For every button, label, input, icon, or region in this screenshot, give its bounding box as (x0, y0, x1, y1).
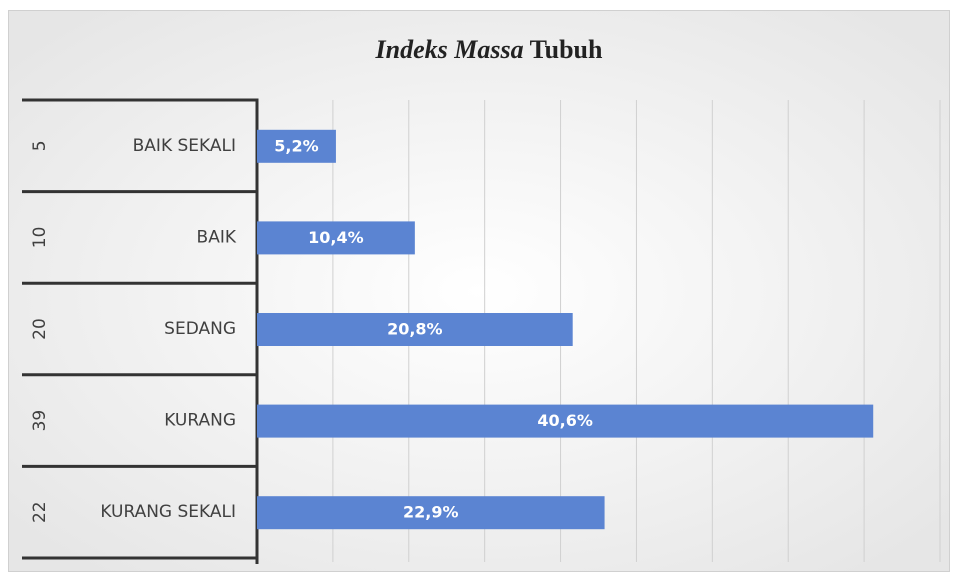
y-tick-label: SEDANG (164, 319, 236, 339)
group-label: 20 (30, 318, 50, 340)
chart-title: Indeks Massa Tubuh (375, 35, 603, 64)
title-rest: Tubuh (530, 35, 603, 64)
bar (257, 404, 874, 438)
y-tick-label: KURANG (164, 411, 236, 431)
y-tick-label: BAIK SEKALI (133, 136, 236, 156)
data-label: 40,6% (537, 411, 593, 430)
data-label: 22,9% (403, 503, 459, 522)
bar (257, 313, 573, 346)
data-label: 20,8% (387, 320, 443, 339)
group-label: 22 (30, 501, 50, 523)
title-italic: Indeks Massa (375, 35, 524, 64)
y-tick-label: BAIK (197, 227, 237, 247)
chart-area (8, 10, 950, 572)
group-label: 5 (30, 140, 50, 151)
data-label: 10,4% (308, 228, 364, 247)
group-label: 39 (30, 410, 50, 432)
data-label: 5,2% (274, 136, 318, 155)
y-tick-label: KURANG SEKALI (100, 502, 236, 522)
group-label: 10 (30, 227, 50, 249)
bar (257, 129, 336, 163)
bar (257, 496, 605, 530)
bar (257, 221, 415, 255)
